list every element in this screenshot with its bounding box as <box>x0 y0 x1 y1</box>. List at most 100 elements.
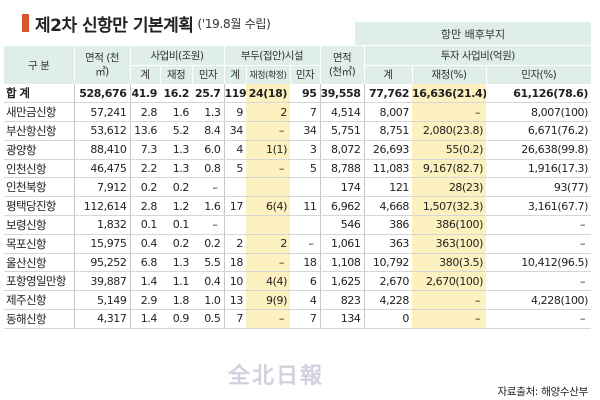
cell-area: 46,475 <box>73 159 130 179</box>
cell-b-private: 0.4 <box>192 271 224 292</box>
header-biz-group: 사업비(조원) <box>129 46 224 65</box>
cell-b-total: 2.2 <box>129 159 160 179</box>
cell-area: 53,612 <box>73 121 130 141</box>
cell-p-total: 4,228 <box>363 290 413 311</box>
cell-w-fiscal: 24(18) <box>246 84 290 104</box>
cell-p-total: 77,762 <box>363 84 413 104</box>
cell-p-area: 39,558 <box>319 84 365 104</box>
cell-w-total: 17 <box>223 196 246 217</box>
header-area2: 면적 (천㎡) <box>319 46 365 84</box>
cell-b-total: 2.8 <box>129 196 160 217</box>
header-wharf-total: 계 <box>223 64 246 84</box>
cell-w-total <box>223 215 246 235</box>
header-wharf-private: 민자 <box>289 64 321 84</box>
cell-name: 제주신항 <box>4 290 74 311</box>
cell-name: 포항영일만항 <box>4 271 74 292</box>
cell-b-total: 7.3 <box>129 140 160 160</box>
cell-b-fiscal: 0.2 <box>160 234 192 254</box>
cell-p-total: 8,751 <box>363 121 413 141</box>
cell-w-total: 9 <box>223 102 246 123</box>
cell-p-total: 2,670 <box>363 271 413 292</box>
cell-name: 평택당진항 <box>4 196 74 217</box>
cell-w-private: 7 <box>290 102 321 123</box>
cell-w-total: 119 <box>223 84 246 104</box>
cell-w-private <box>290 177 321 198</box>
cell-w-private: 3 <box>290 140 321 160</box>
cell-p-total: 10,792 <box>363 253 413 273</box>
header-invest-group: 투자 사업비(억원) <box>363 46 592 65</box>
source-note: 자료출처: 해양수산부 <box>497 386 588 398</box>
cell-p-total: 4,668 <box>363 196 413 217</box>
table-row: 포항영일만항 39,887 1.4 1.1 0.4 10 4(4) 6 1,625 2,670 2,… <box>4 271 592 292</box>
cell-area: 528,676 <box>73 84 130 104</box>
cell-name: 동해신항 <box>4 309 74 329</box>
cell-p-fiscal: – <box>412 309 487 329</box>
cell-b-private: 5.5 <box>192 253 224 273</box>
cell-w-fiscal: – <box>246 159 290 179</box>
cell-b-fiscal: 0.9 <box>160 309 192 329</box>
cell-p-area: 174 <box>319 177 365 198</box>
cell-p-area: 1,108 <box>319 253 365 273</box>
cell-b-total: 0.2 <box>129 177 160 198</box>
cell-name: 합 계 <box>4 84 74 104</box>
cell-b-fiscal: 1.3 <box>160 253 192 273</box>
cell-name: 목포신항 <box>4 234 74 254</box>
cell-p-private: – <box>486 215 592 235</box>
cell-p-fiscal: – <box>412 290 487 311</box>
cell-area: 39,887 <box>73 271 130 292</box>
cell-p-total: 11,083 <box>363 159 413 179</box>
cell-p-area: 4,514 <box>319 102 365 123</box>
cell-w-total: 13 <box>223 290 246 311</box>
cell-b-total: 6.8 <box>129 253 160 273</box>
cell-b-private: – <box>192 177 224 198</box>
cell-w-private <box>290 215 321 235</box>
table-row: 인천북항 7,912 0.2 0.2–174 121 28(23) 93(77) <box>4 177 592 198</box>
cell-b-total: 1.4 <box>129 271 160 292</box>
header-invest-fiscal: 재정(%) <box>411 64 487 84</box>
cell-w-total <box>223 177 246 198</box>
watermark-logo: 全北日報 <box>228 363 325 389</box>
cell-b-total: 41.9 <box>129 84 160 104</box>
cell-w-total: 5 <box>223 159 246 179</box>
header-area: 면적 (천㎡) <box>73 46 130 84</box>
cell-b-private: 25.7 <box>192 84 224 104</box>
cell-w-private: 34 <box>290 121 321 141</box>
cell-p-area: 8,072 <box>319 140 365 160</box>
cell-b-total: 1.4 <box>129 309 160 329</box>
table-row: 동해신항 4,317 1.4 0.9 0.5 7–7 134 0– – <box>4 309 592 329</box>
table-row: 보령신항 1,832 0.1 0.1–546 386 386(100) – <box>4 215 592 235</box>
cell-p-total: 8,007 <box>363 102 413 123</box>
cell-b-private: 1.0 <box>192 290 224 311</box>
cell-p-area: 8,788 <box>319 159 365 179</box>
cell-p-private: 10,412(96.5) <box>486 253 592 273</box>
cell-p-private: 8,007(100) <box>486 102 592 123</box>
cell-p-area: 6,962 <box>319 196 365 217</box>
cell-area: 112,614 <box>73 196 130 217</box>
cell-name: 인천신항 <box>4 159 74 179</box>
cell-w-fiscal <box>246 215 290 235</box>
cell-area: 7,912 <box>73 177 130 198</box>
cell-p-private: – <box>486 234 592 254</box>
cell-p-private: 6,671(76.2) <box>486 121 592 141</box>
cell-w-total: 10 <box>223 271 246 292</box>
table-row: 제주신항 5,149 2.9 1.8 1.0 13 9(9) 4 823 4,228–4,228(… <box>4 290 592 311</box>
header-wharf-fiscal: 재정(확정) <box>245 64 290 84</box>
cell-w-fiscal: – <box>246 309 290 329</box>
cell-p-fiscal: 380(3.5) <box>412 253 487 273</box>
table-body: 합 계 528,676 41.9 16.2 25.7 119 24(18) 95 39,558 7… <box>4 84 592 329</box>
cell-name: 울산신항 <box>4 253 74 273</box>
cell-name: 새만금신항 <box>4 102 74 123</box>
cell-b-total: 0.1 <box>129 215 160 235</box>
cell-p-area: 1,625 <box>319 271 365 292</box>
cell-p-area: 134 <box>319 309 365 329</box>
cell-name: 부산항신항 <box>4 121 74 141</box>
cell-b-private: 1.6 <box>192 196 224 217</box>
cell-b-fiscal: 1.8 <box>160 290 192 311</box>
cell-w-fiscal: – <box>246 253 290 273</box>
cell-area: 1,832 <box>73 215 130 235</box>
cell-w-total: 34 <box>223 121 246 141</box>
port-plan-table: 구 분 면적 (천㎡) 사업비(조원) 부두(접안)시설 면적 (천㎡) 투자 … <box>4 46 592 329</box>
table-row: 합 계 528,676 41.9 16.2 25.7 119 24(18) 95 39,558 7… <box>4 84 592 104</box>
table-row: 새만금신항 57,241 2.8 1.6 1.3 9 2 7 4,514 8,007–8,007(… <box>4 102 592 123</box>
cell-area: 57,241 <box>73 102 130 123</box>
